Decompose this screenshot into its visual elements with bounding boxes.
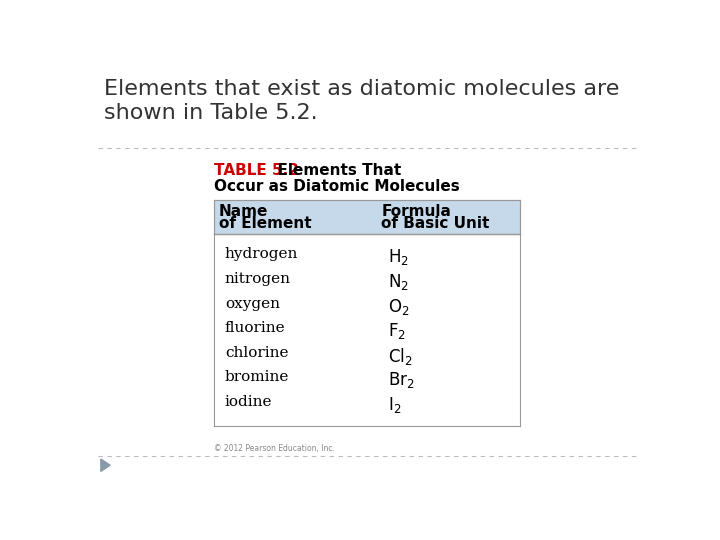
- Text: fluorine: fluorine: [225, 321, 285, 335]
- Text: $\mathrm{Br}_{2}$: $\mathrm{Br}_{2}$: [387, 370, 414, 390]
- Text: iodine: iodine: [225, 395, 272, 409]
- Text: bromine: bromine: [225, 370, 289, 384]
- Text: Elements That: Elements That: [266, 164, 401, 178]
- Text: $\mathrm{H}_{2}$: $\mathrm{H}_{2}$: [387, 247, 408, 267]
- Text: oxygen: oxygen: [225, 296, 280, 310]
- Text: $\mathrm{O}_{2}$: $\mathrm{O}_{2}$: [387, 296, 409, 316]
- Text: of Element: of Element: [219, 217, 311, 232]
- Text: Occur as Diatomic Molecules: Occur as Diatomic Molecules: [214, 179, 460, 194]
- Text: Elements that exist as diatomic molecules are: Elements that exist as diatomic molecule…: [104, 79, 619, 99]
- Text: of Basic Unit: of Basic Unit: [382, 217, 490, 232]
- Text: $\mathrm{I}_{2}$: $\mathrm{I}_{2}$: [387, 395, 401, 415]
- Text: $\mathrm{Cl}_{2}$: $\mathrm{Cl}_{2}$: [387, 346, 413, 367]
- Text: chlorine: chlorine: [225, 346, 288, 360]
- Text: nitrogen: nitrogen: [225, 272, 291, 286]
- Text: Formula: Formula: [382, 204, 451, 219]
- Text: $\mathrm{N}_{2}$: $\mathrm{N}_{2}$: [387, 272, 408, 292]
- Text: hydrogen: hydrogen: [225, 247, 298, 261]
- Polygon shape: [101, 459, 110, 471]
- Text: Name: Name: [219, 204, 268, 219]
- Text: TABLE 5.2: TABLE 5.2: [214, 164, 299, 178]
- Text: © 2012 Pearson Education, Inc.: © 2012 Pearson Education, Inc.: [214, 444, 335, 453]
- Text: shown in Table 5.2.: shown in Table 5.2.: [104, 103, 318, 123]
- Text: $\mathrm{F}_{2}$: $\mathrm{F}_{2}$: [387, 321, 405, 341]
- Bar: [214, 200, 520, 234]
